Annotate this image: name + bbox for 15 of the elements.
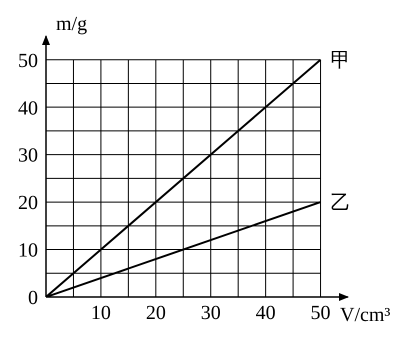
y-tick-label: 0 [28,287,38,310]
y-axis-title: m/g [56,13,88,35]
y-tick-label: 20 [18,192,38,214]
y-tick-label: 40 [18,97,38,120]
x-tick-label: 10 [90,302,111,324]
x-tick-label: 30 [200,302,221,324]
x-tick-label: 40 [256,302,276,324]
x-tick-label: 20 [146,302,166,324]
y-tick-label: 10 [18,240,38,262]
series-label: 甲 [330,50,351,72]
x-axis-title: V/cm³ [340,304,390,326]
series-label: 乙 [330,192,351,214]
x-tick-label: 50 [310,302,331,324]
y-tick-label: 50 [18,50,38,72]
y-tick-label: 30 [18,144,38,167]
